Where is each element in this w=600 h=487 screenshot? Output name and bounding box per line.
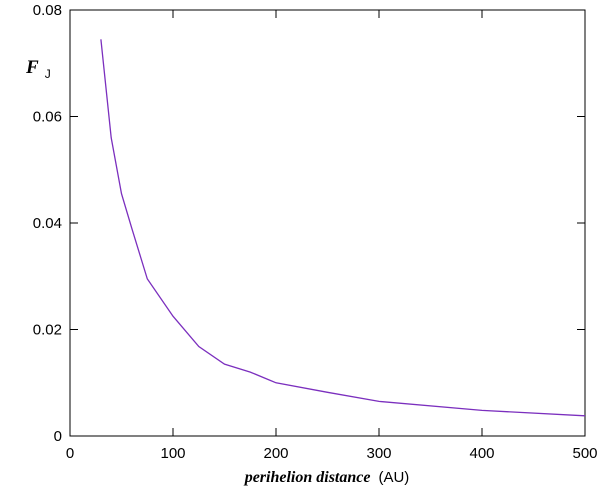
x-axis-label-italic: perihelion distance xyxy=(243,469,371,486)
x-tick-label: 0 xyxy=(66,445,74,462)
y-axis-label-sub: J xyxy=(45,67,51,81)
y-tick-label: 0.02 xyxy=(33,322,62,339)
y-tick-label: 0.04 xyxy=(33,215,62,232)
x-tick-label: 100 xyxy=(160,445,185,462)
y-axis-label-main: F xyxy=(25,57,39,78)
x-tick-label: 200 xyxy=(263,445,288,462)
x-ticks: 0 100 200 300 400 500 xyxy=(66,10,598,462)
x-tick-label: 500 xyxy=(572,445,597,462)
x-axis-label-unit: (AU) xyxy=(378,469,409,486)
y-axis-label: F J xyxy=(25,57,51,81)
y-tick-label: 0.06 xyxy=(33,109,62,126)
y-tick-label: 0 xyxy=(54,428,62,445)
x-tick-label: 300 xyxy=(366,445,391,462)
y-ticks: 0 0.02 0.04 0.06 0.08 xyxy=(33,2,585,445)
x-axis-label: perihelion distance (AU) xyxy=(243,469,410,486)
y-tick-label: 0.08 xyxy=(33,2,62,19)
series-line xyxy=(100,39,586,417)
plot-frame xyxy=(69,9,586,437)
x-tick-label: 400 xyxy=(469,445,494,462)
